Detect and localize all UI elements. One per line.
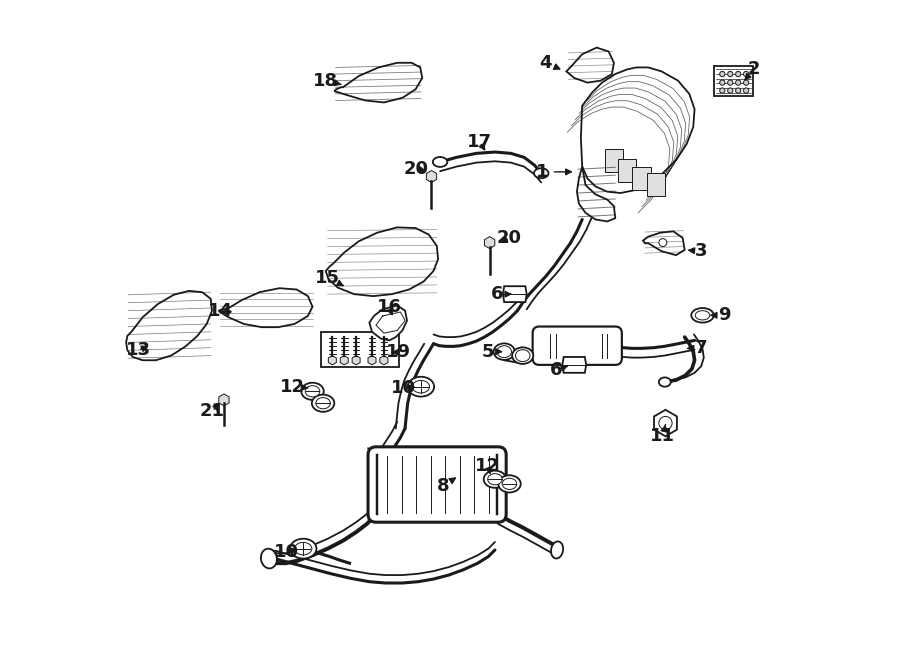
Ellipse shape: [493, 344, 515, 360]
Text: 6: 6: [550, 361, 568, 379]
Text: 1: 1: [536, 163, 572, 181]
Ellipse shape: [408, 377, 434, 397]
Text: 6: 6: [491, 285, 510, 303]
Ellipse shape: [483, 471, 506, 488]
Polygon shape: [219, 288, 312, 327]
Polygon shape: [334, 63, 422, 102]
Polygon shape: [643, 231, 685, 255]
Text: 4: 4: [540, 54, 560, 72]
Circle shape: [720, 88, 725, 93]
Text: 3: 3: [688, 242, 707, 260]
Ellipse shape: [695, 311, 710, 320]
Circle shape: [735, 71, 741, 77]
Text: 20: 20: [403, 159, 428, 178]
Text: 14: 14: [208, 301, 232, 320]
Polygon shape: [503, 286, 526, 302]
Text: 17: 17: [467, 133, 492, 151]
Ellipse shape: [316, 397, 330, 408]
Ellipse shape: [691, 308, 714, 323]
Polygon shape: [580, 67, 695, 193]
Bar: [618, 159, 636, 182]
Text: 10: 10: [392, 379, 416, 397]
Text: 2: 2: [745, 60, 760, 80]
Polygon shape: [562, 357, 586, 373]
Circle shape: [743, 71, 749, 77]
Ellipse shape: [412, 381, 429, 393]
Text: 8: 8: [437, 477, 455, 495]
Text: 11: 11: [651, 424, 675, 446]
Ellipse shape: [659, 377, 670, 387]
Ellipse shape: [290, 539, 317, 559]
Text: 21: 21: [200, 402, 224, 420]
Circle shape: [727, 88, 733, 93]
Ellipse shape: [512, 348, 534, 364]
Ellipse shape: [499, 475, 521, 492]
Circle shape: [727, 80, 733, 85]
Text: 18: 18: [313, 71, 341, 90]
Ellipse shape: [312, 395, 334, 412]
Text: 10: 10: [274, 543, 299, 561]
Circle shape: [743, 80, 749, 85]
Polygon shape: [715, 66, 752, 96]
Circle shape: [720, 71, 725, 77]
Ellipse shape: [502, 478, 517, 489]
Ellipse shape: [302, 383, 324, 400]
Circle shape: [659, 416, 672, 430]
Ellipse shape: [551, 541, 563, 559]
Text: 7: 7: [688, 339, 707, 358]
Circle shape: [720, 80, 725, 85]
Ellipse shape: [516, 350, 530, 362]
Polygon shape: [126, 291, 212, 360]
Text: 9: 9: [711, 306, 731, 325]
FancyBboxPatch shape: [533, 327, 622, 365]
Polygon shape: [326, 227, 438, 296]
Text: 12: 12: [280, 377, 308, 396]
Bar: [647, 173, 665, 196]
Text: 16: 16: [377, 298, 401, 317]
Text: 20: 20: [497, 229, 522, 247]
Bar: [633, 167, 651, 190]
Polygon shape: [577, 167, 616, 221]
Text: 15: 15: [315, 268, 343, 287]
Text: 12: 12: [475, 457, 500, 475]
Text: 13: 13: [125, 341, 150, 360]
Ellipse shape: [497, 346, 511, 358]
Circle shape: [727, 71, 733, 77]
Text: 5: 5: [482, 342, 501, 361]
Ellipse shape: [488, 473, 502, 485]
Ellipse shape: [294, 542, 312, 555]
Circle shape: [743, 88, 749, 93]
Polygon shape: [566, 48, 614, 83]
Circle shape: [735, 80, 741, 85]
Bar: [321, 332, 399, 367]
Polygon shape: [369, 305, 407, 340]
FancyBboxPatch shape: [368, 447, 506, 522]
Text: 19: 19: [386, 343, 411, 362]
Ellipse shape: [261, 549, 277, 568]
Circle shape: [735, 88, 741, 93]
Bar: [605, 149, 623, 172]
Ellipse shape: [305, 386, 320, 397]
Circle shape: [659, 239, 667, 247]
Ellipse shape: [433, 157, 447, 167]
Ellipse shape: [534, 169, 548, 178]
